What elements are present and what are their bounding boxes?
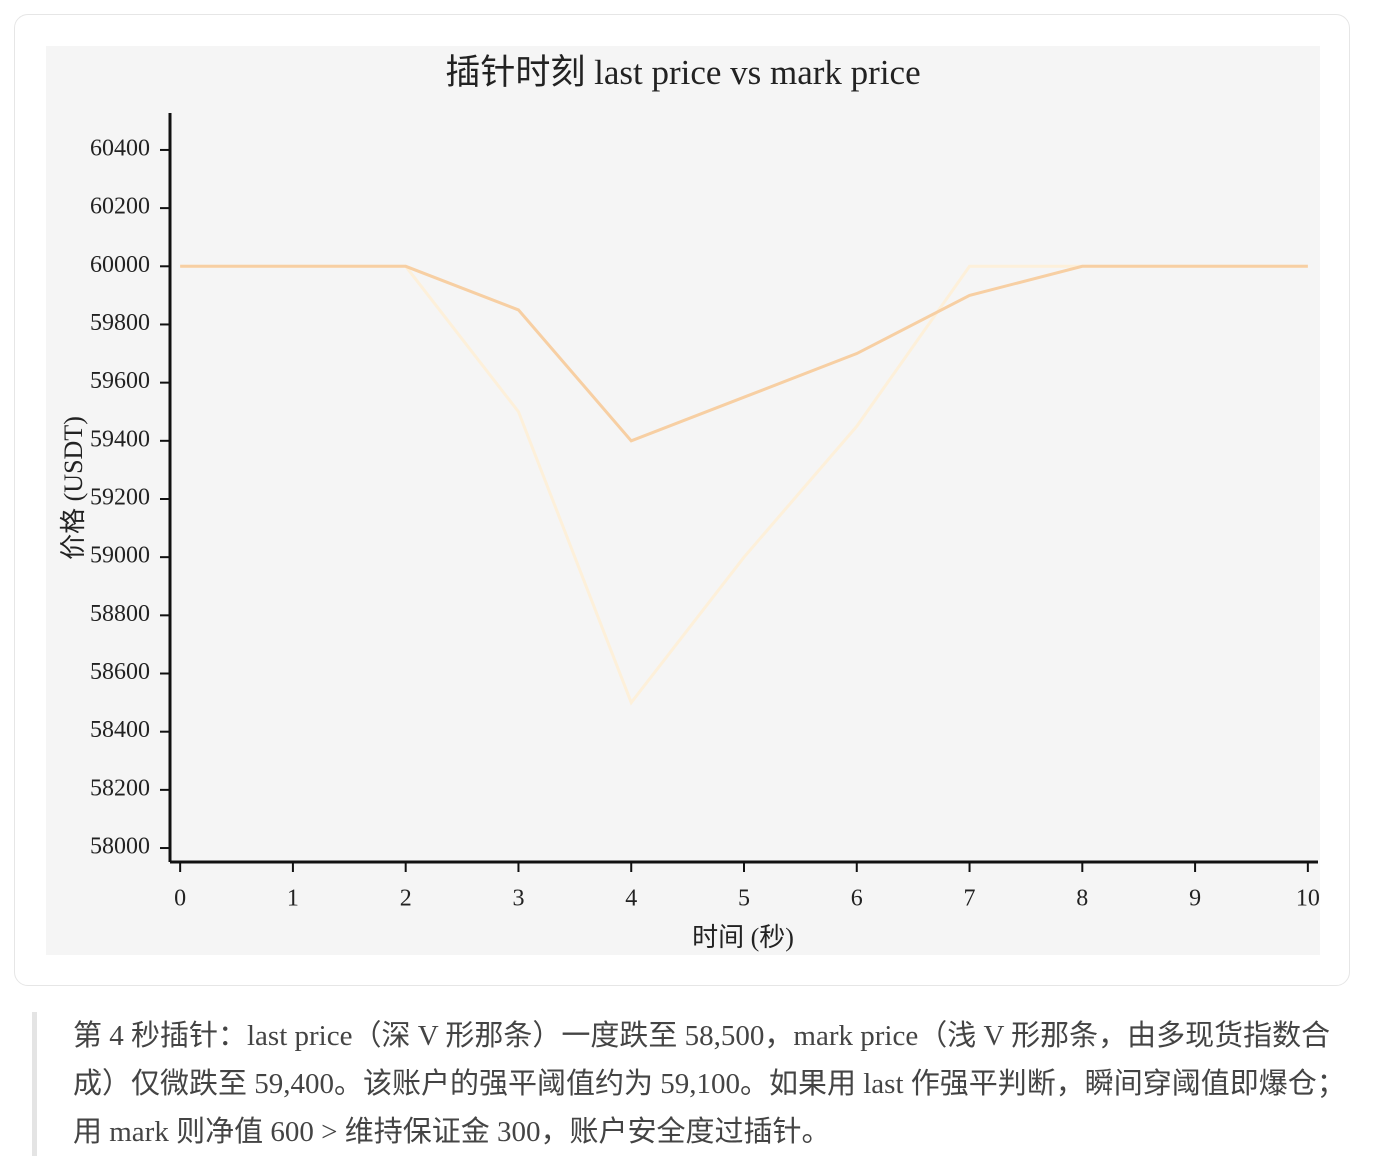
x-tick-label: 2 [400,886,412,912]
y-tick-label: 60000 [90,252,150,278]
chart-card [14,14,1350,986]
chart: 插针时刻 last price vs mark price 时间 (秒) 价格 … [46,46,1320,955]
y-axis-label: 价格 (USDT) [59,416,88,560]
caption: 第 4 秒插针：last price（深 V 形那条）一度跌至 58,500，m… [32,1012,1352,1156]
y-tick-label: 58400 [90,717,150,743]
y-tick-label: 59200 [90,484,150,510]
y-tick-label: 59000 [90,543,150,569]
x-tick-label: 7 [964,886,976,912]
x-tick-label: 9 [1189,886,1201,912]
x-tick-label: 0 [174,886,186,912]
x-tick-label: 3 [512,886,524,912]
y-tick-label: 58800 [90,601,150,627]
y-tick-label: 59800 [90,310,150,336]
x-tick-label: 5 [738,886,750,912]
x-tick-label: 6 [851,886,863,912]
plot-background [46,46,1320,955]
y-tick-label: 60400 [90,135,150,161]
y-tick-label: 59600 [90,368,150,394]
y-tick-label: 58600 [90,659,150,685]
x-tick-label: 8 [1076,886,1088,912]
series-line [180,264,1308,443]
y-tick-label: 59400 [90,426,150,452]
y-tick-label: 60200 [90,194,150,220]
y-tick-label: 58200 [90,775,150,801]
y-tick-label: 58000 [90,834,150,860]
x-tick-label: 10 [1296,886,1320,912]
chart-title: 插针时刻 last price vs mark price [445,53,920,92]
x-tick-label: 4 [625,886,637,912]
x-axis-label: 时间 (秒) [692,923,794,952]
x-tick-label: 1 [287,886,299,912]
